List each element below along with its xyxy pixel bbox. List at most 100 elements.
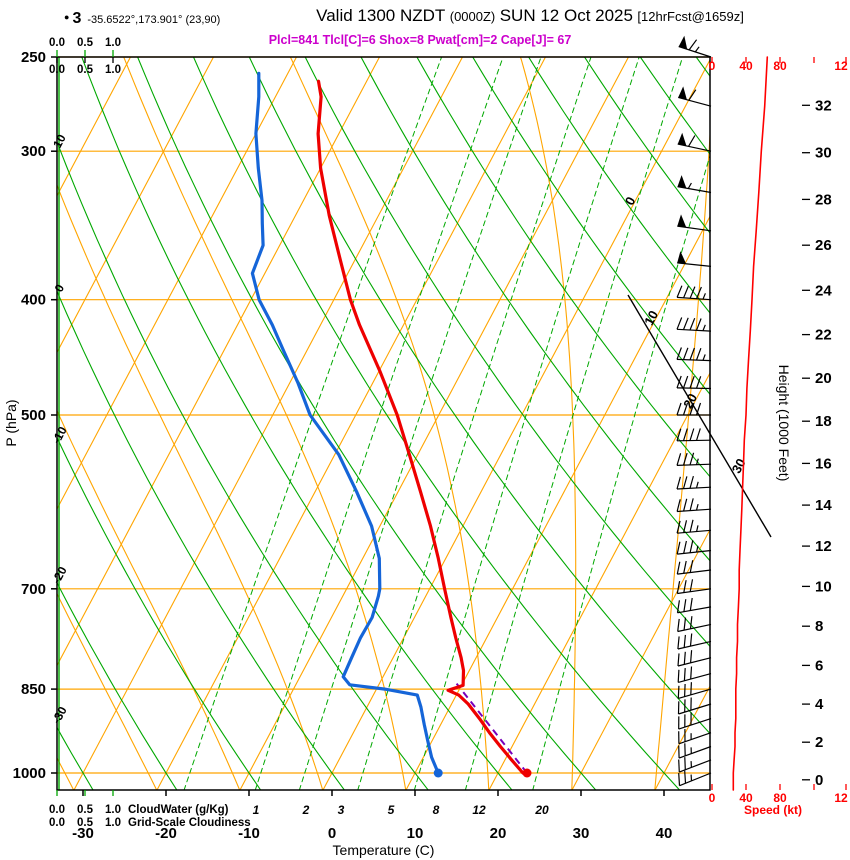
svg-text:-30: -30 [72, 825, 94, 842]
sounding-indices: Plcl=841 Tlcl[C]=6 Shox=8 Pwat[cm]=2 Cap… [268, 33, 572, 47]
svg-text:18: 18 [815, 413, 832, 430]
svg-text:16: 16 [815, 455, 832, 472]
moist-adiabat-lines [57, 57, 710, 790]
svg-text:Speed (kt): Speed (kt) [744, 803, 802, 817]
svg-text:-10: -10 [238, 825, 260, 842]
svg-text:22: 22 [815, 327, 832, 344]
svg-text:P (hPa): P (hPa) [3, 399, 19, 446]
svg-text:400: 400 [21, 292, 46, 309]
svg-text:0: 0 [709, 791, 716, 805]
svg-text:12: 12 [834, 791, 848, 805]
cloudiness-scale: 0.0 0.5 1.0 0.0 0.5 1.0 Grid-Scale Cloudiness [49, 57, 251, 829]
isotherm-lines [57, 57, 710, 790]
svg-text:30: 30 [815, 145, 832, 162]
svg-text:1000: 1000 [13, 765, 46, 782]
svg-text:250: 250 [21, 49, 46, 66]
svg-text:80: 80 [773, 791, 787, 805]
svg-text:40: 40 [739, 59, 753, 73]
svg-text:Height (1000 Feet): Height (1000 Feet) [776, 365, 792, 482]
svg-text:0: 0 [709, 59, 716, 73]
valid-time-main: Valid 1300 NZDT [316, 6, 446, 25]
svg-text:40: 40 [656, 825, 673, 842]
svg-text:0.0: 0.0 [49, 804, 65, 816]
svg-text:1: 1 [253, 803, 260, 817]
svg-text:0.0: 0.0 [49, 64, 65, 76]
svg-text:0.5: 0.5 [77, 804, 94, 816]
svg-text:0.5: 0.5 [77, 37, 94, 49]
surface-marker-dots [433, 768, 532, 778]
svg-text:32: 32 [815, 97, 832, 114]
svg-text:24: 24 [815, 282, 832, 299]
svg-text:-20: -20 [155, 825, 177, 842]
temperature-curve [316, 79, 525, 775]
dry-adiabat-lines [57, 57, 710, 790]
svg-text:20: 20 [490, 825, 507, 842]
svg-text:30: 30 [729, 456, 749, 476]
svg-text:CloudWater (g/Kg): CloudWater (g/Kg) [128, 804, 229, 816]
svg-text:3: 3 [338, 803, 345, 817]
surface-temp-dot [522, 768, 532, 778]
svg-text:2: 2 [302, 803, 310, 817]
svg-text:30: 30 [573, 825, 590, 842]
svg-text:0.5: 0.5 [77, 817, 94, 829]
station-info: ● 3 -35.6522°,173.901° (23,90) [64, 10, 220, 28]
svg-text:850: 850 [21, 681, 46, 698]
speed-curve [732, 56, 769, 791]
svg-text:0: 0 [622, 194, 639, 207]
svg-text:10: 10 [641, 308, 661, 328]
svg-text:14: 14 [815, 497, 832, 514]
wind-barbs [676, 35, 712, 787]
svg-text:8: 8 [815, 618, 823, 635]
svg-text:8: 8 [433, 803, 440, 817]
station-coordinates: -35.6522°,173.901° (23,90) [87, 14, 221, 26]
station-marker-dot: ● [64, 12, 70, 22]
isobar-lines [57, 56, 710, 774]
svg-text:0.0: 0.0 [49, 817, 65, 829]
svg-text:500: 500 [21, 407, 46, 424]
parcel-path-line [455, 682, 528, 774]
valid-time-title: Valid 1300 NZDT (0000Z) SUN 12 Oct 2025 … [230, 6, 830, 26]
valid-time-zulu: (0000Z) [449, 9, 496, 24]
mixing-ratio-labels: 1 2 3 5 8 12 20 [253, 803, 549, 817]
svg-text:1.0: 1.0 [105, 817, 121, 829]
pressure-axis: 250 300 400 500 700 850 1000 P (hPa) [3, 49, 57, 782]
svg-text:1.0: 1.0 [105, 37, 121, 49]
svg-text:0: 0 [328, 825, 336, 842]
svg-text:12: 12 [472, 803, 486, 817]
svg-text:80: 80 [773, 59, 787, 73]
svg-text:0.0: 0.0 [49, 37, 65, 49]
svg-text:-20: -20 [49, 564, 70, 586]
svg-text:1.0: 1.0 [105, 64, 121, 76]
svg-text:12: 12 [834, 59, 848, 73]
svg-text:6: 6 [815, 657, 823, 674]
forecast-tag: [12hrFcst@1659z] [637, 9, 744, 24]
svg-text:40: 40 [739, 791, 753, 805]
mixing-ratio-lines [183, 57, 710, 790]
svg-text:0.5: 0.5 [77, 64, 94, 76]
svg-text:300: 300 [21, 143, 46, 160]
shear-annotation-line [627, 294, 772, 538]
svg-text:2: 2 [815, 734, 823, 751]
svg-text:4: 4 [815, 696, 824, 713]
svg-text:Temperature (C): Temperature (C) [333, 842, 435, 858]
svg-text:Grid-Scale Cloudiness: Grid-Scale Cloudiness [128, 817, 251, 829]
svg-text:20: 20 [815, 370, 832, 387]
svg-text:10: 10 [407, 825, 424, 842]
svg-text:10: 10 [815, 578, 832, 595]
svg-text:0: 0 [815, 772, 823, 789]
svg-text:-30: -30 [49, 704, 70, 726]
valid-date: SUN 12 Oct 2025 [499, 6, 633, 25]
svg-text:-10: -10 [49, 424, 70, 446]
svg-text:1.0: 1.0 [105, 804, 121, 816]
temperature-axis: -30 -20 -10 0 10 20 30 40 Temperature (C) [72, 790, 672, 858]
svg-text:5: 5 [388, 803, 395, 817]
surface-dewpoint-dot [433, 768, 443, 778]
dewpoint-curve [250, 71, 440, 775]
svg-text:20: 20 [534, 803, 549, 817]
svg-text:10: 10 [50, 132, 69, 151]
svg-text:700: 700 [21, 581, 46, 598]
cloudwater-scale: 0.0 0.0 0.5 0.5 1.0 1.0 CloudWater (g/Kg) [49, 37, 229, 816]
